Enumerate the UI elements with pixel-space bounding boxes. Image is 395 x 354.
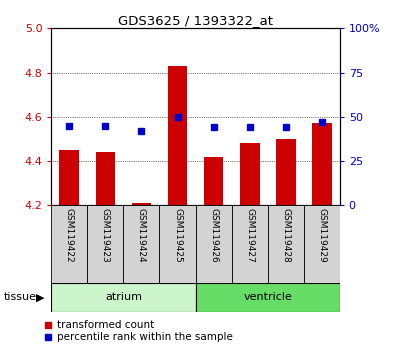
Bar [276, 139, 295, 205]
Text: GSM119425: GSM119425 [173, 209, 182, 263]
Bar [51, 205, 87, 283]
Bar [87, 205, 123, 283]
Text: atrium: atrium [105, 292, 142, 302]
Text: GSM119428: GSM119428 [281, 209, 290, 263]
Bar [123, 205, 160, 283]
Bar [204, 157, 224, 205]
Bar [60, 150, 79, 205]
Bar [160, 205, 196, 283]
Bar [51, 283, 196, 312]
Bar [267, 205, 304, 283]
Text: GSM119422: GSM119422 [65, 209, 74, 263]
Bar [167, 66, 187, 205]
Bar [304, 205, 340, 283]
Bar [132, 203, 151, 205]
Text: GSM119423: GSM119423 [101, 209, 110, 263]
Text: tissue: tissue [4, 292, 37, 302]
Text: ▶: ▶ [36, 292, 44, 302]
Text: GSM119427: GSM119427 [245, 209, 254, 263]
Bar [240, 143, 260, 205]
Bar [96, 152, 115, 205]
Legend: transformed count, percentile rank within the sample: transformed count, percentile rank withi… [45, 320, 233, 342]
Bar [196, 205, 231, 283]
Bar [231, 205, 267, 283]
Text: GSM119424: GSM119424 [137, 209, 146, 263]
Title: GDS3625 / 1393322_at: GDS3625 / 1393322_at [118, 14, 273, 27]
Bar [196, 283, 340, 312]
Text: GSM119426: GSM119426 [209, 209, 218, 263]
Text: GSM119429: GSM119429 [317, 209, 326, 263]
Bar [312, 124, 331, 205]
Text: ventricle: ventricle [243, 292, 292, 302]
